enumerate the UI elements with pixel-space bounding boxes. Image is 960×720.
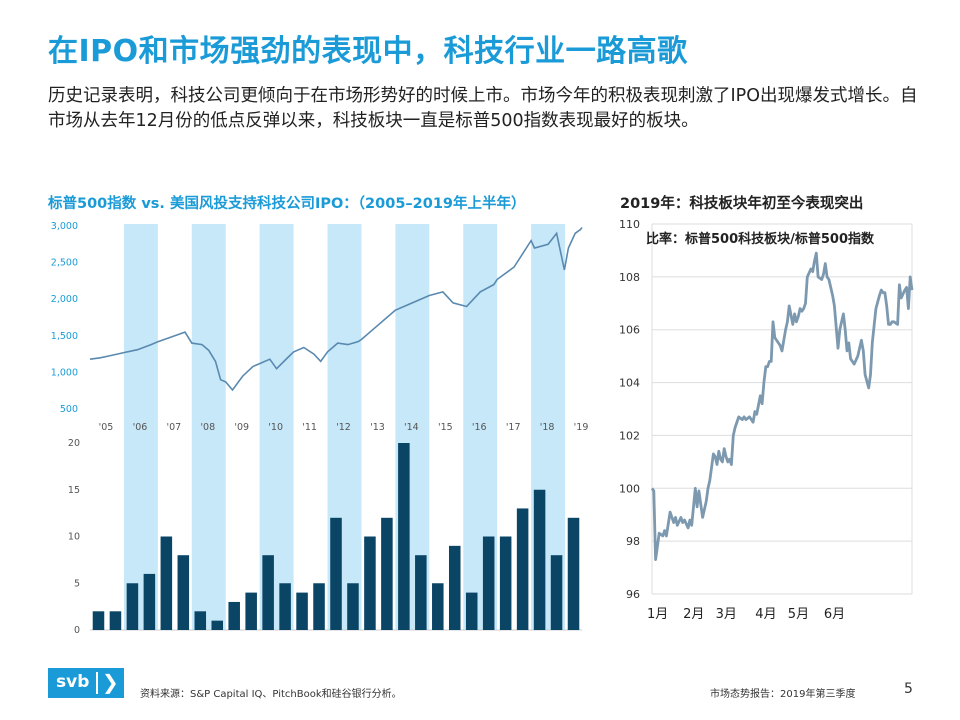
x-tick-label: '11 xyxy=(302,422,317,433)
shaded-band-2014 xyxy=(395,224,430,630)
logo-text: svb xyxy=(56,672,90,692)
ipo-bar-2014-H1 xyxy=(398,443,410,630)
ipo-bar-2008-H1 xyxy=(194,611,207,630)
ipo-bar-2018-H2 xyxy=(550,555,563,630)
source-note: 资料来源：S&P Capital IQ、PitchBook和硅谷银行分析。 xyxy=(140,689,402,700)
sp500-y-tick-label: 1,500 xyxy=(51,331,78,342)
ipo-bar-2010-H2 xyxy=(279,583,291,630)
ipo-bar-2009-H1 xyxy=(228,601,240,630)
svb-logo: svb ❯ xyxy=(48,668,124,698)
sp500-series-line xyxy=(89,227,583,392)
ratio-y-tick-label: 100 xyxy=(619,482,640,495)
page-number: 5 xyxy=(904,681,913,697)
sp500-y-tick-label: 2,000 xyxy=(51,294,78,305)
page-title: 在IPO和市场强劲的表现中，科技行业一路高歌 xyxy=(48,34,688,69)
x-tick-label: '10 xyxy=(268,422,283,433)
ipo-bar-2015-H2 xyxy=(448,545,461,630)
shaded-band-2006 xyxy=(123,224,158,630)
logo-divider xyxy=(96,672,98,694)
shaded-band-2008 xyxy=(191,224,226,630)
intro-paragraph: 历史记录表明，科技公司更倾向于在市场形势好的时候上市。市场今年的积极表现刺激了I… xyxy=(48,86,918,131)
ipo-bar-2017-H2 xyxy=(516,508,529,630)
shaded-band-2016 xyxy=(463,224,498,630)
ipo-bar-2005-H1 xyxy=(92,611,105,630)
ratio-x-tick-label: 6月 xyxy=(824,607,845,622)
x-tick-label: '06 xyxy=(133,422,148,433)
ratio-y-tick-label: 104 xyxy=(619,377,640,390)
ratio-x-tick-label: 5月 xyxy=(788,607,809,622)
ipo-bar-2009-H2 xyxy=(245,592,257,630)
ratio-y-tick-label: 102 xyxy=(619,429,640,442)
ipo-bar-2011-H2 xyxy=(313,583,325,630)
x-tick-label: '17 xyxy=(506,422,521,433)
shaded-band-2012 xyxy=(327,224,362,630)
ipo-bar-2015-H1 xyxy=(432,583,444,630)
ratio-y-tick-label: 96 xyxy=(626,588,640,601)
x-tick-label: '05 xyxy=(99,422,114,433)
x-tick-label: '19 xyxy=(574,422,589,433)
chevron-right-icon: ❯ xyxy=(102,670,119,694)
ipo-bar-2017-H1 xyxy=(499,536,512,630)
ipo-y-tick-label: 10 xyxy=(68,532,80,543)
ipo-y-tick-label: 20 xyxy=(68,438,80,449)
ipo-bar-2016-H1 xyxy=(465,592,478,630)
sp500-y-tick-label: 2,500 xyxy=(51,258,78,269)
ratio-y-tick-label: 110 xyxy=(619,218,640,231)
ipo-bar-2013-H2 xyxy=(381,517,393,630)
ratio-y-tick-label: 106 xyxy=(619,324,640,337)
x-tick-label: '08 xyxy=(200,422,215,433)
ratio-x-tick-label: 4月 xyxy=(755,607,776,622)
ipo-bar-2012-H1 xyxy=(330,517,342,630)
sp500-x-axis: '05 '06 '07 '08 '09 '10 '11 '12 '13 '14 '15 '16 '17 '… xyxy=(99,422,589,433)
x-tick-label: '07 xyxy=(167,422,182,433)
ipo-bar-2008-H2 xyxy=(211,620,224,630)
left-chart-title: 标普500指数 vs. 美国风投支持科技公司IPO：（2005–2019年上半年… xyxy=(48,196,526,212)
ratio-x-tick-label: 3月 xyxy=(716,607,737,622)
x-tick-label: '15 xyxy=(438,422,453,433)
x-tick-label: '13 xyxy=(370,422,385,433)
shaded-year-bands xyxy=(123,224,566,630)
ipo-y-tick-label: 0 xyxy=(74,625,80,636)
ratio-series-line xyxy=(650,251,914,561)
ipo-bar-2007-H2 xyxy=(177,555,190,630)
ipo-bar-2014-H2 xyxy=(415,555,427,630)
ratio-x-tick-label: 2月 xyxy=(683,607,704,622)
ratio-x-axis: 1月 2月 3月 4月 5月 6月 xyxy=(647,607,845,622)
sp500-y-axis: 500 1,000 1,500 2,000 2,500 3,000 xyxy=(51,221,78,415)
ipo-bar-2005-H2 xyxy=(109,611,122,630)
ratio-gridlines xyxy=(651,223,913,595)
ipo-bar-2019-H1 xyxy=(567,517,580,630)
sp500-y-tick-label: 3,000 xyxy=(51,221,78,232)
sp500-y-tick-label: 500 xyxy=(60,404,78,415)
right-chart-title: 2019年：科技板块年初至今表现突出 xyxy=(620,196,864,212)
ipo-bars xyxy=(92,443,580,630)
ratio-y-axis: 96 98 100 102 104 106 108 110 xyxy=(619,218,640,601)
ipo-bar-2006-H1 xyxy=(126,583,139,630)
ipo-bar-2006-H2 xyxy=(143,573,156,630)
shaded-band-2010 xyxy=(259,224,294,630)
x-tick-label: '09 xyxy=(234,422,249,433)
report-name: 市场态势报告：2019年第三季度 xyxy=(710,689,856,700)
ipo-bar-2011-H1 xyxy=(296,592,308,630)
x-tick-label: '12 xyxy=(336,422,351,433)
ipo-y-tick-label: 5 xyxy=(74,578,80,589)
ratio-annotation: 比率：标普500科技板块/标普500指数 xyxy=(646,231,875,247)
ipo-bar-2007-H1 xyxy=(160,536,173,630)
ipo-y-tick-label: 15 xyxy=(68,485,80,496)
ratio-x-tick-label: 1月 xyxy=(647,607,668,622)
sp500-y-tick-label: 1,000 xyxy=(51,367,78,378)
ipo-bar-2012-H2 xyxy=(347,583,359,630)
x-tick-label: '16 xyxy=(472,422,487,433)
ipo-bar-2013-H1 xyxy=(364,536,376,630)
ratio-y-tick-label: 98 xyxy=(626,535,640,548)
x-tick-label: '14 xyxy=(404,422,419,433)
shaded-band-2018 xyxy=(531,224,566,630)
ratio-y-tick-label: 108 xyxy=(619,271,640,284)
x-tick-label: '18 xyxy=(540,422,555,433)
ipo-bar-2016-H2 xyxy=(482,536,495,630)
ipo-y-axis: 0 5 10 15 20 xyxy=(68,438,582,636)
ipo-bar-2018-H1 xyxy=(533,489,546,630)
ipo-bar-2010-H1 xyxy=(262,555,274,630)
